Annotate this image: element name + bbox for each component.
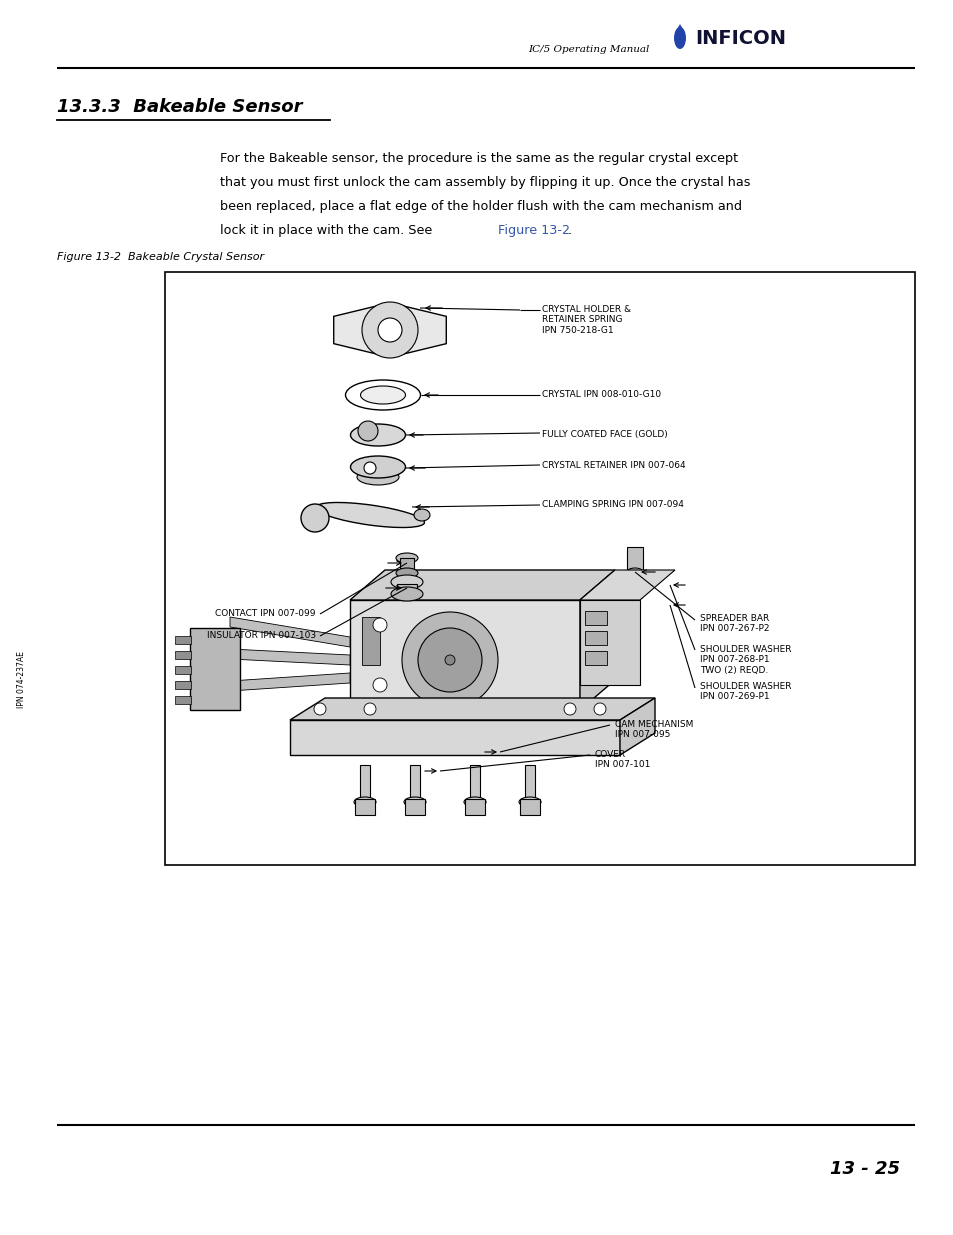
Bar	[361, 618, 379, 664]
Bar	[165, 272, 914, 864]
Bar	[405, 799, 424, 815]
Bar	[584, 611, 606, 625]
Polygon shape	[350, 571, 615, 600]
Ellipse shape	[395, 568, 417, 578]
Bar	[470, 764, 479, 800]
Ellipse shape	[354, 797, 375, 806]
Circle shape	[357, 421, 377, 441]
Circle shape	[373, 678, 387, 692]
Circle shape	[377, 317, 401, 342]
Bar	[396, 584, 416, 594]
Polygon shape	[350, 600, 579, 710]
Polygon shape	[190, 629, 240, 710]
Polygon shape	[334, 303, 446, 357]
Polygon shape	[230, 618, 350, 647]
Text: CLAMPING SPRING IPN 007-094: CLAMPING SPRING IPN 007-094	[541, 500, 683, 509]
Circle shape	[594, 703, 605, 715]
Ellipse shape	[350, 456, 405, 478]
Ellipse shape	[414, 509, 430, 521]
Circle shape	[364, 462, 375, 474]
Circle shape	[361, 303, 417, 358]
Bar	[519, 799, 539, 815]
Polygon shape	[290, 698, 655, 720]
Text: that you must first unlock the cam assembly by flipping it up. Once the crystal : that you must first unlock the cam assem…	[220, 177, 750, 189]
Text: SHOULDER WASHER
IPN 007-268-P1
TWO (2) REQD.: SHOULDER WASHER IPN 007-268-P1 TWO (2) R…	[700, 645, 791, 674]
Text: FULLY COATED FACE (GOLD): FULLY COATED FACE (GOLD)	[541, 430, 667, 438]
Text: INSULATOR IPN 007-103: INSULATOR IPN 007-103	[207, 631, 315, 641]
Polygon shape	[230, 673, 350, 692]
Circle shape	[563, 703, 576, 715]
Ellipse shape	[360, 387, 405, 404]
Bar	[174, 666, 191, 674]
Text: Figure 13-2: Figure 13-2	[497, 224, 569, 237]
Polygon shape	[579, 571, 675, 600]
Polygon shape	[579, 600, 639, 685]
Text: INFICON: INFICON	[695, 28, 785, 47]
Polygon shape	[230, 650, 350, 664]
Polygon shape	[675, 23, 684, 33]
Polygon shape	[619, 698, 655, 755]
Ellipse shape	[626, 592, 642, 600]
Ellipse shape	[403, 797, 426, 806]
Ellipse shape	[356, 469, 398, 485]
Circle shape	[364, 703, 375, 715]
Text: CAM MECHANISM
IPN 007-095: CAM MECHANISM IPN 007-095	[615, 720, 693, 740]
Text: SHOULDER WASHER
IPN 007-269-P1: SHOULDER WASHER IPN 007-269-P1	[700, 682, 791, 701]
Bar	[399, 558, 414, 573]
Circle shape	[301, 504, 329, 532]
Bar	[626, 547, 642, 572]
Polygon shape	[579, 571, 615, 710]
Bar	[584, 651, 606, 664]
Bar	[174, 697, 191, 704]
Text: CRYSTAL HOLDER &
RETAINER SPRING
IPN 750-218-G1: CRYSTAL HOLDER & RETAINER SPRING IPN 750…	[541, 305, 631, 335]
Bar	[359, 764, 370, 800]
Bar	[174, 680, 191, 689]
Text: For the Bakeable sensor, the procedure is the same as the regular crystal except: For the Bakeable sensor, the procedure i…	[220, 152, 738, 165]
Ellipse shape	[315, 503, 424, 527]
Text: lock it in place with the cam. See: lock it in place with the cam. See	[220, 224, 436, 237]
Text: CONTACT IPN 007-099: CONTACT IPN 007-099	[215, 610, 315, 619]
Bar	[355, 799, 375, 815]
Circle shape	[401, 613, 497, 708]
Ellipse shape	[518, 797, 540, 806]
Circle shape	[444, 655, 455, 664]
Text: been replaced, place a flat edge of the holder flush with the cam mechanism and: been replaced, place a flat edge of the …	[220, 200, 741, 212]
Ellipse shape	[350, 424, 405, 446]
Text: CRYSTAL RETAINER IPN 007-064: CRYSTAL RETAINER IPN 007-064	[541, 461, 685, 471]
Text: SPREADER BAR
IPN 007-267-P2: SPREADER BAR IPN 007-267-P2	[700, 614, 769, 634]
Bar	[524, 764, 535, 800]
Ellipse shape	[395, 553, 417, 563]
Polygon shape	[290, 720, 619, 755]
Ellipse shape	[626, 568, 642, 576]
Ellipse shape	[673, 27, 685, 49]
Text: IPN 074-237AE: IPN 074-237AE	[17, 652, 27, 709]
Circle shape	[314, 703, 326, 715]
Text: IC/5 Operating Manual: IC/5 Operating Manual	[528, 46, 649, 54]
Circle shape	[373, 618, 387, 632]
Bar	[174, 636, 191, 643]
Text: CRYSTAL IPN 008-010-G10: CRYSTAL IPN 008-010-G10	[541, 390, 660, 399]
Text: COVER
IPN 007-101: COVER IPN 007-101	[595, 750, 650, 769]
Text: Figure 13-2  Bakeable Crystal Sensor: Figure 13-2 Bakeable Crystal Sensor	[57, 252, 264, 262]
Text: 13.3.3  Bakeable Sensor: 13.3.3 Bakeable Sensor	[57, 98, 302, 116]
Ellipse shape	[391, 587, 422, 601]
Text: .: .	[567, 224, 572, 237]
Circle shape	[417, 629, 481, 692]
Ellipse shape	[463, 797, 485, 806]
Ellipse shape	[345, 380, 420, 410]
Ellipse shape	[622, 576, 646, 585]
Text: 13 - 25: 13 - 25	[829, 1160, 899, 1178]
Bar	[584, 631, 606, 645]
Bar	[464, 799, 484, 815]
Ellipse shape	[391, 576, 422, 589]
Bar	[410, 764, 419, 800]
Bar	[174, 651, 191, 659]
